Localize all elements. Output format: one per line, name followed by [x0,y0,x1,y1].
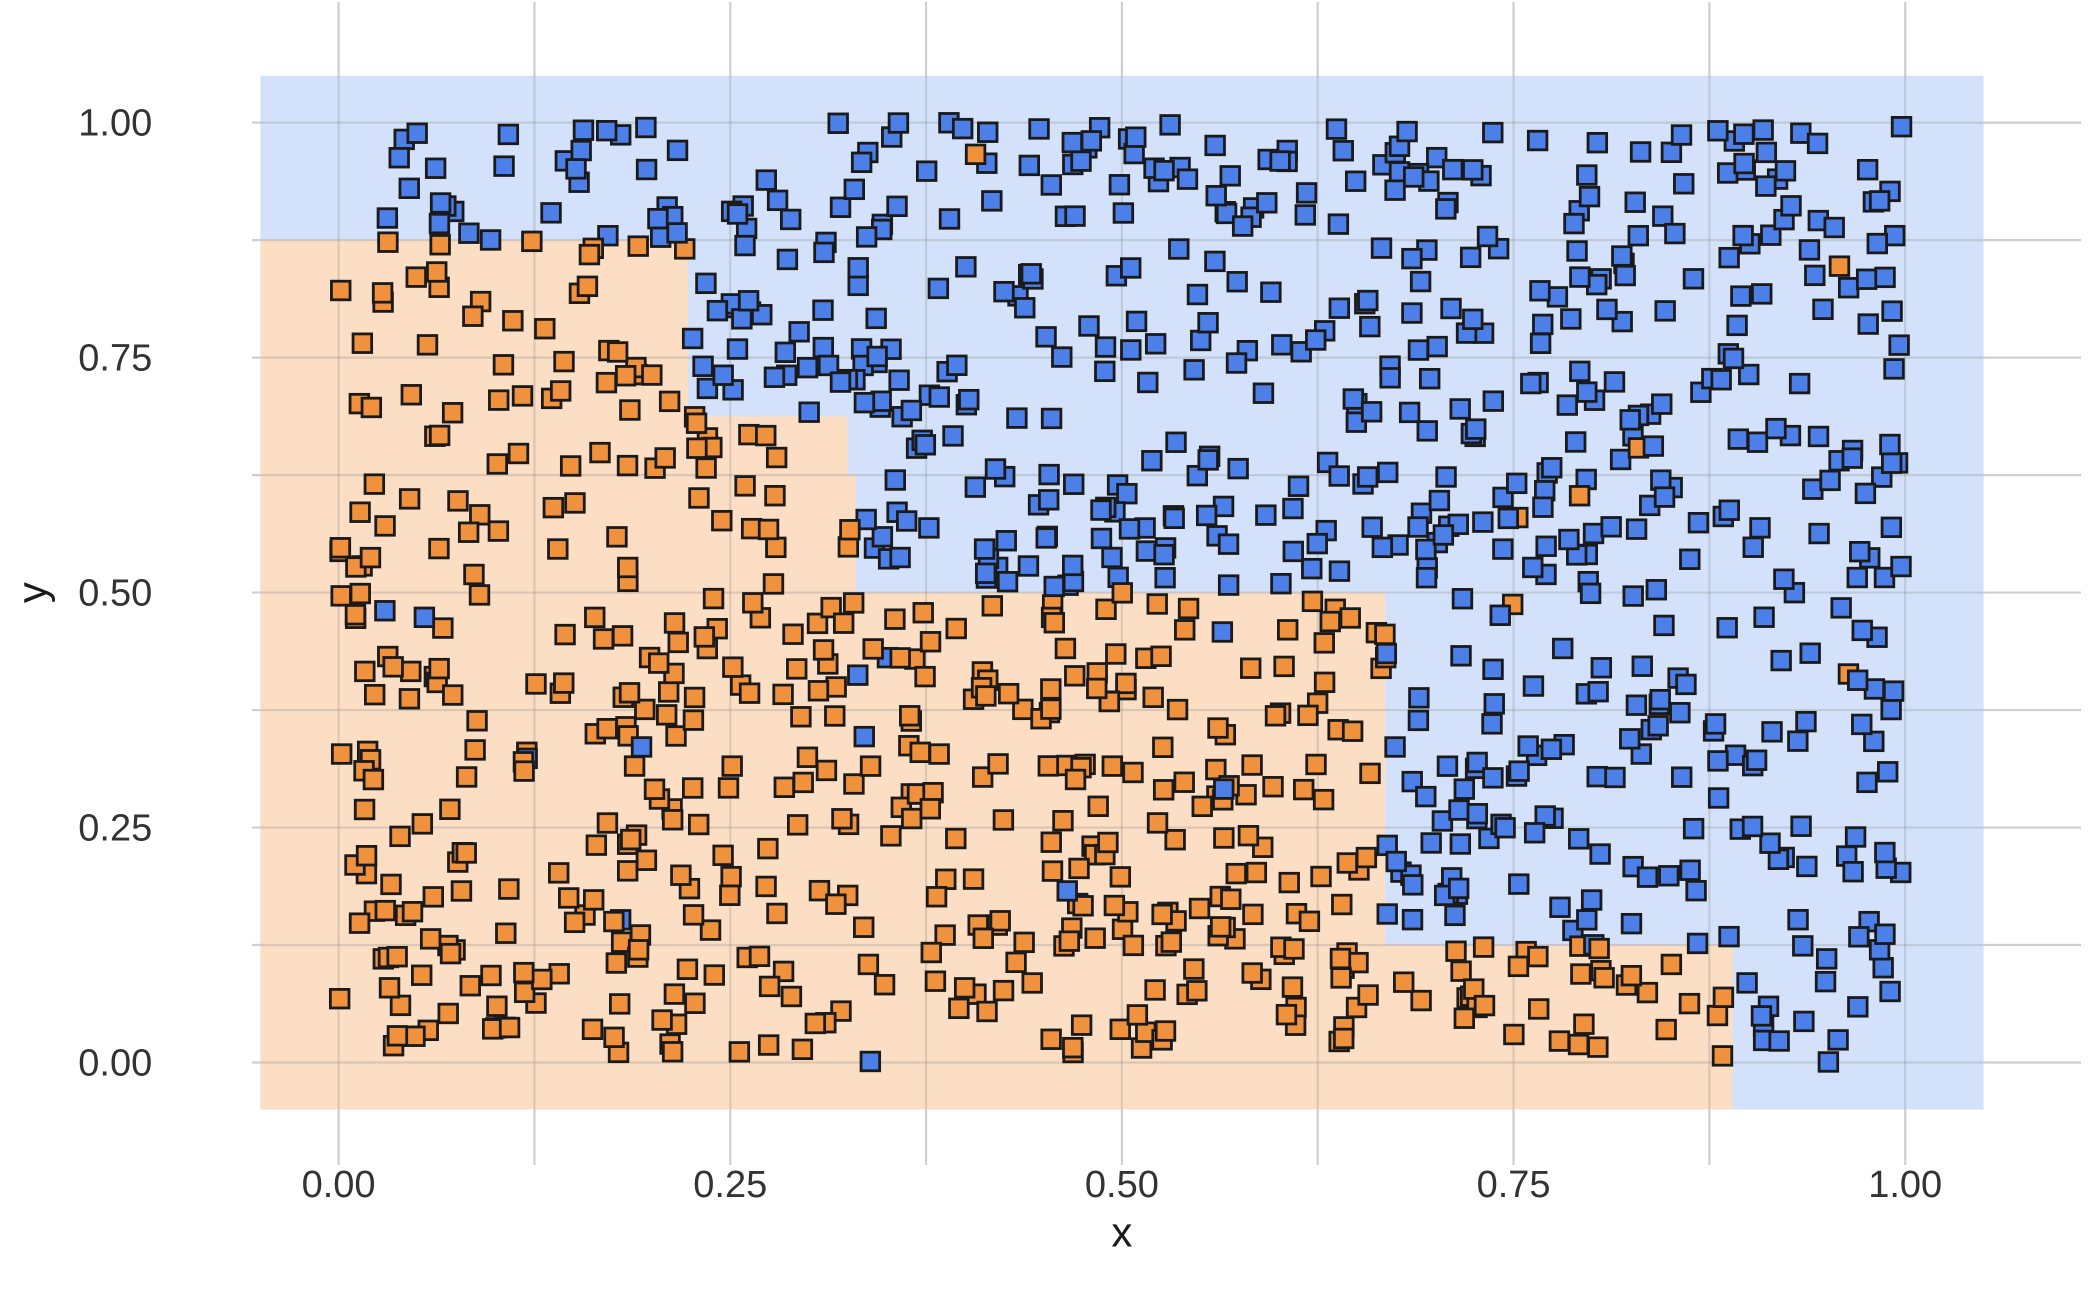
svg-text:0.75: 0.75 [1477,1164,1551,1206]
svg-text:0.50: 0.50 [78,573,152,615]
svg-text:0.00: 0.00 [78,1043,152,1085]
svg-text:0.75: 0.75 [78,338,152,380]
svg-text:0.00: 0.00 [302,1164,376,1206]
svg-text:x: x [1111,1208,1132,1255]
svg-text:1.00: 1.00 [78,103,152,145]
svg-text:0.50: 0.50 [1085,1164,1159,1206]
svg-text:1.00: 1.00 [1868,1164,1942,1206]
svg-text:0.25: 0.25 [78,808,152,850]
svg-text:0.25: 0.25 [693,1164,767,1206]
svg-text:y: y [8,582,55,603]
